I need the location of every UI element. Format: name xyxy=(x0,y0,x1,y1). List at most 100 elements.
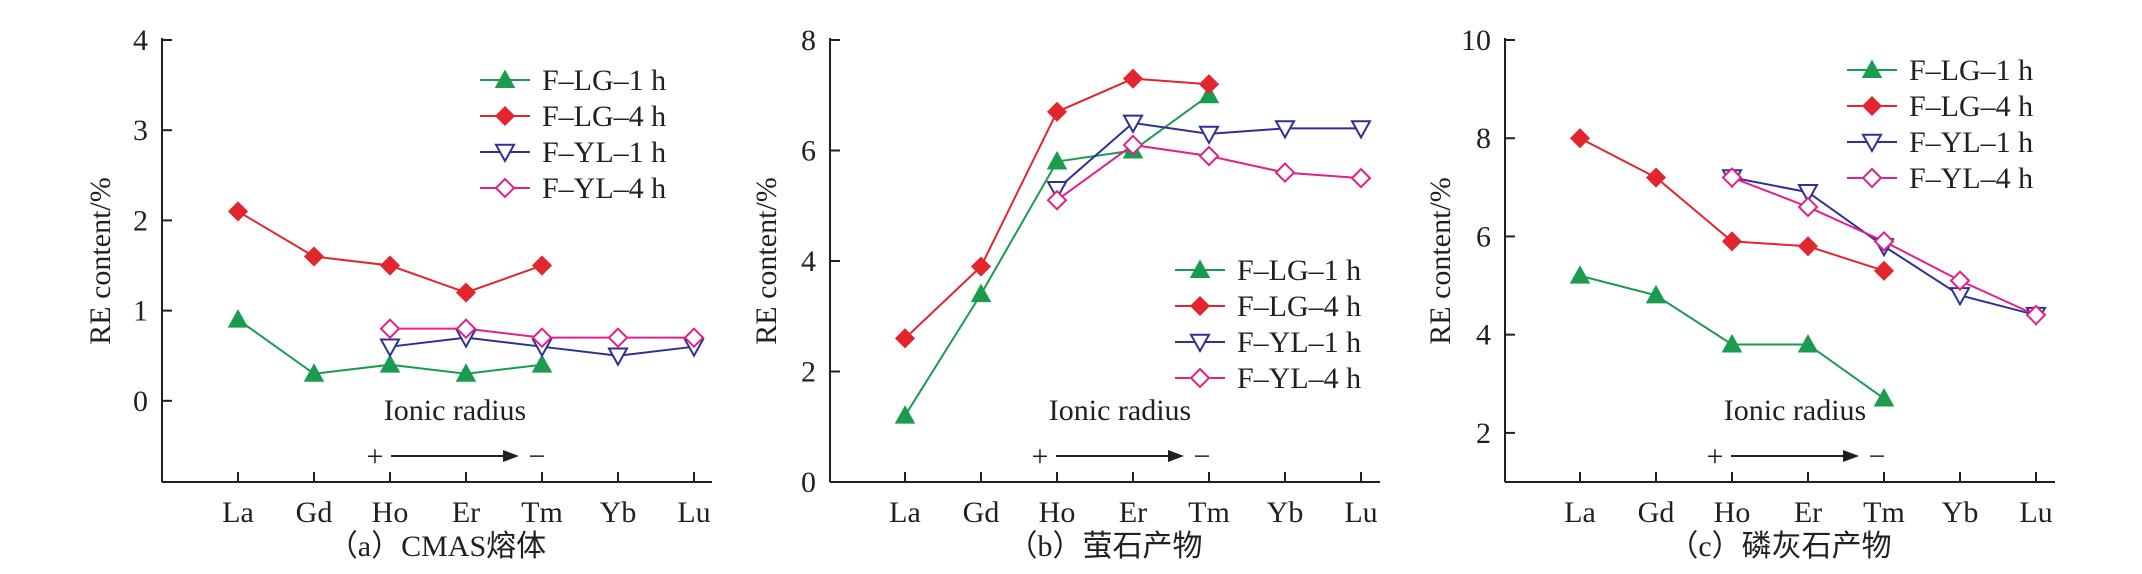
data-point xyxy=(1198,145,1220,167)
data-point xyxy=(894,328,916,349)
legend-label: F–YL–4 h xyxy=(1909,162,2033,195)
x-tick-label: Lu xyxy=(677,496,710,529)
data-point xyxy=(1645,284,1667,304)
data-point xyxy=(455,282,477,303)
data-point xyxy=(379,318,401,340)
x-tick-label: Lu xyxy=(1344,496,1377,529)
x-tick-label: Ho xyxy=(1714,496,1751,529)
data-point xyxy=(1046,151,1068,170)
x-tick-label: Gd xyxy=(963,496,1000,529)
legend-label: F–LG–1 h xyxy=(1237,254,1361,287)
y-tick-label: 2 xyxy=(133,204,148,237)
series-1 xyxy=(227,309,553,382)
data-point xyxy=(970,283,992,303)
data-point xyxy=(1569,128,1591,149)
x-tick-label: Gd xyxy=(1638,496,1675,529)
panel-caption: （a）CMAS熔体 xyxy=(328,530,546,563)
data-point xyxy=(455,318,477,340)
series-1 xyxy=(1569,265,1895,407)
data-point xyxy=(1569,265,1591,284)
legend-label: F–YL–4 h xyxy=(1237,362,1361,395)
annotation-text: Ionic radius xyxy=(384,394,526,427)
data-point xyxy=(531,255,553,276)
data-point xyxy=(227,201,249,222)
data-point xyxy=(303,363,325,382)
data-point xyxy=(1645,167,1667,188)
panel-caption: （c）磷灰石产物 xyxy=(1668,530,1891,563)
y-tick-label: 0 xyxy=(801,466,816,499)
y-axis-title: RE content/% xyxy=(750,177,783,344)
data-point xyxy=(2025,304,2047,326)
annotation-plus: + xyxy=(367,440,384,473)
series-4 xyxy=(379,318,705,349)
legend-marker xyxy=(1861,59,1883,78)
data-point xyxy=(379,354,401,373)
legend-marker xyxy=(1861,167,1883,189)
x-tick-label: Gd xyxy=(296,496,333,529)
series-line xyxy=(237,210,543,294)
x-tick-label: Er xyxy=(1794,496,1822,529)
legend-label: F–LG–4 h xyxy=(1237,290,1361,323)
legend-label: F–YL–4 h xyxy=(542,172,666,205)
legend-label: F–YL–1 h xyxy=(1237,326,1361,359)
x-tick-label: Lu xyxy=(2019,496,2052,529)
data-point xyxy=(379,255,401,276)
y-tick-label: 10 xyxy=(1461,24,1491,57)
data-point xyxy=(227,309,249,328)
y-tick-label: 8 xyxy=(801,24,816,57)
y-tick-label: 6 xyxy=(801,135,816,168)
data-point xyxy=(1350,167,1372,189)
x-tick-label: Tm xyxy=(1188,496,1230,529)
y-tick-label: 2 xyxy=(1476,417,1491,450)
ionic-radius-annotation: Ionic radius+ − xyxy=(1707,394,1886,473)
data-point xyxy=(1873,260,1895,281)
legend-label: F–YL–1 h xyxy=(1909,126,2033,159)
panel-caption: （b）萤石产物 xyxy=(1008,530,1203,563)
y-tick-label: 4 xyxy=(1476,319,1491,352)
annotation-arrow-head xyxy=(1168,450,1184,462)
legend-label: F–YL–1 h xyxy=(542,136,666,169)
x-tick-label: La xyxy=(222,496,254,529)
data-point xyxy=(531,327,553,349)
data-point xyxy=(970,256,992,277)
y-tick-label: 8 xyxy=(1476,122,1491,155)
legend-marker xyxy=(494,143,516,164)
y-axis-title: RE content/% xyxy=(84,177,117,344)
legend-marker xyxy=(1861,133,1883,154)
legend-marker xyxy=(494,105,516,127)
series-2 xyxy=(227,201,553,303)
data-point xyxy=(607,347,629,367)
ionic-radius-annotation: Ionic radius+ − xyxy=(1032,394,1211,473)
data-point xyxy=(683,327,705,349)
data-point xyxy=(303,246,325,267)
data-point xyxy=(894,405,916,424)
series-2 xyxy=(1569,128,1895,281)
series-4 xyxy=(1721,167,2047,326)
legend-label: F–LG–1 h xyxy=(1909,54,2033,87)
legend-marker xyxy=(1189,295,1211,317)
series-4 xyxy=(1046,134,1372,211)
legend-marker xyxy=(1189,367,1211,389)
data-point xyxy=(455,363,477,382)
annotation-minus: − xyxy=(1194,440,1211,473)
legend-marker xyxy=(1861,95,1883,117)
series-line xyxy=(904,94,1210,417)
x-tick-label: Er xyxy=(452,496,480,529)
legend: F–LG–1 hF–LG–4 hF–YL–1 hF–YL–4 h xyxy=(1175,254,1361,395)
y-axis-title: RE content/% xyxy=(1424,177,1457,344)
annotation-plus: + xyxy=(1032,440,1049,473)
data-point xyxy=(1198,74,1220,95)
legend: F–LG–1 hF–LG–4 hF–YL–1 hF–YL–4 h xyxy=(480,64,666,205)
data-point xyxy=(1046,101,1068,122)
data-point xyxy=(1122,114,1144,134)
data-point xyxy=(607,327,629,349)
data-point xyxy=(1797,236,1819,257)
legend-marker xyxy=(1189,333,1211,354)
data-point xyxy=(1721,167,1743,188)
y-tick-label: 2 xyxy=(801,356,816,389)
x-tick-label: Ho xyxy=(372,496,409,529)
data-point xyxy=(1122,134,1144,156)
data-point xyxy=(1198,125,1220,145)
y-tick-label: 6 xyxy=(1476,220,1491,253)
